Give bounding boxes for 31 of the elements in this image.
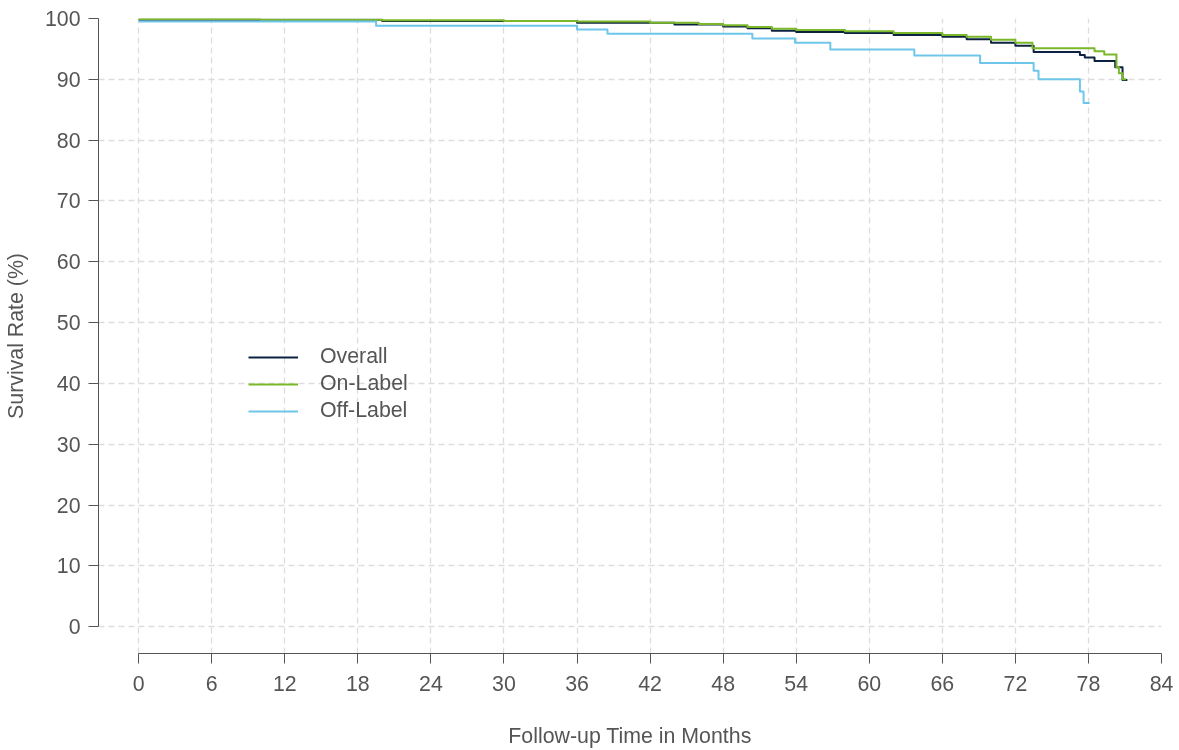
- x-tick-label: 60: [857, 671, 882, 696]
- x-tick-label: 6: [205, 671, 218, 696]
- y-tick-label: 60: [56, 250, 81, 275]
- x-tick-label: 18: [346, 671, 370, 696]
- y-tick-label: 0: [68, 615, 81, 640]
- legend-label: On-Label: [320, 371, 408, 396]
- y-tick-label: 20: [56, 493, 81, 518]
- y-axis-title: Survival Rate (%): [3, 253, 28, 419]
- y-tick-label: 50: [56, 311, 81, 336]
- y-tick-label: 10: [56, 554, 81, 579]
- x-tick-label: 66: [930, 671, 955, 696]
- x-tick-label: 12: [272, 671, 297, 696]
- x-tick-label: 0: [132, 671, 145, 696]
- x-tick-label: 54: [784, 671, 809, 696]
- y-tick-label: 80: [56, 128, 81, 153]
- y-tick-label: 30: [56, 432, 81, 457]
- x-tick-label: 30: [492, 671, 516, 696]
- x-tick-label: 24: [419, 671, 443, 696]
- x-tick-label: 36: [565, 671, 589, 696]
- x-axis-title: Follow-up Time in Months: [508, 723, 752, 748]
- legend-label: Off-Label: [320, 398, 408, 423]
- x-tick-label: 72: [1003, 671, 1028, 696]
- y-tick-label: 40: [56, 371, 81, 396]
- legend-label: Overall: [320, 344, 388, 369]
- y-tick-label: 90: [56, 67, 81, 92]
- x-tick-label: 78: [1076, 671, 1101, 696]
- x-tick-label: 42: [638, 671, 662, 696]
- y-tick-label: 100: [44, 7, 81, 31]
- y-tick-label: 70: [56, 189, 81, 214]
- x-tick-label: 84: [1149, 671, 1174, 696]
- x-tick-label: 48: [711, 671, 736, 696]
